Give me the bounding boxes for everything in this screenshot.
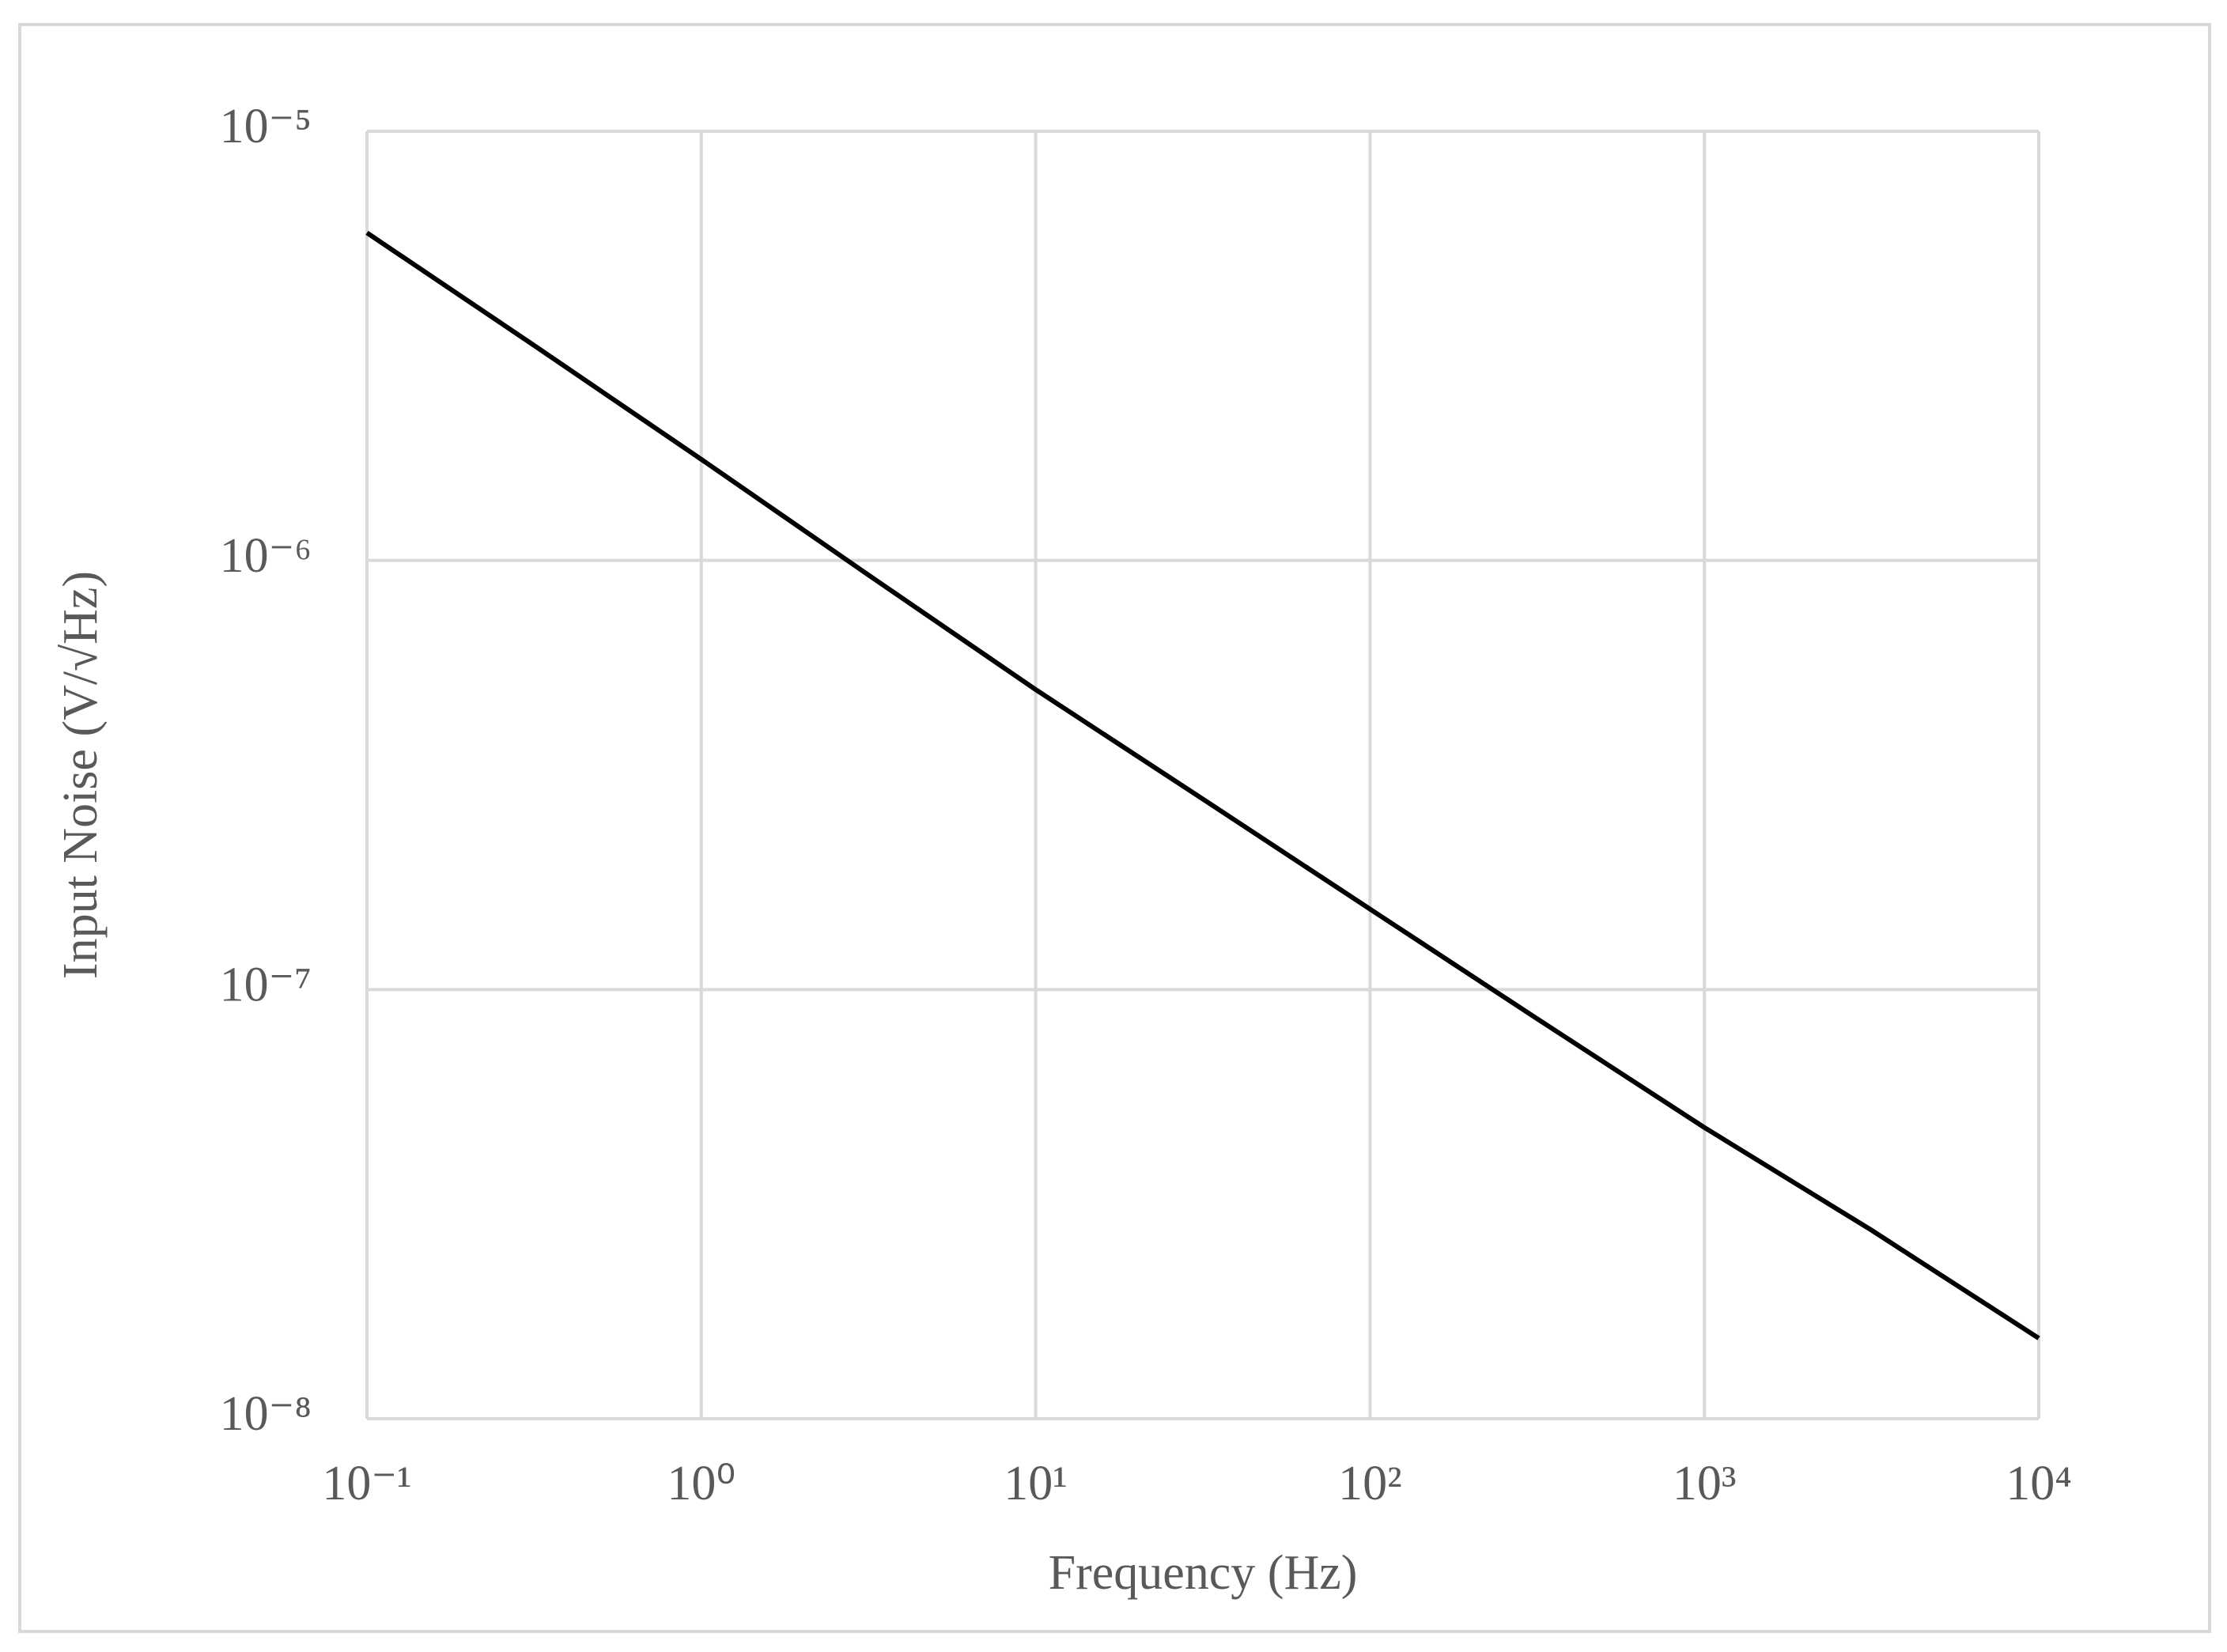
x-tick-label: 10⁻¹ [322,1457,411,1510]
x-tick-label: 10² [1338,1457,1402,1510]
x-tick-label: 10³ [1673,1457,1737,1510]
x-tick-label: 10⁴ [2006,1457,2072,1510]
y-tick-label: 10⁻⁷ [220,958,312,1012]
chart-border [18,23,2211,1633]
x-tick-label: 10⁰ [667,1457,735,1510]
y-axis-title: Input Noise (V/√Hz) [54,571,108,979]
y-tick-label: 10⁻⁸ [220,1387,312,1441]
y-tick-label: 10⁻⁶ [220,529,312,583]
y-tick-label: 10⁻⁵ [220,100,312,153]
x-axis-title: Frequency (Hz) [1049,1546,1358,1600]
line-series [365,230,2040,1340]
x-tick-label: 10¹ [1004,1457,1068,1510]
